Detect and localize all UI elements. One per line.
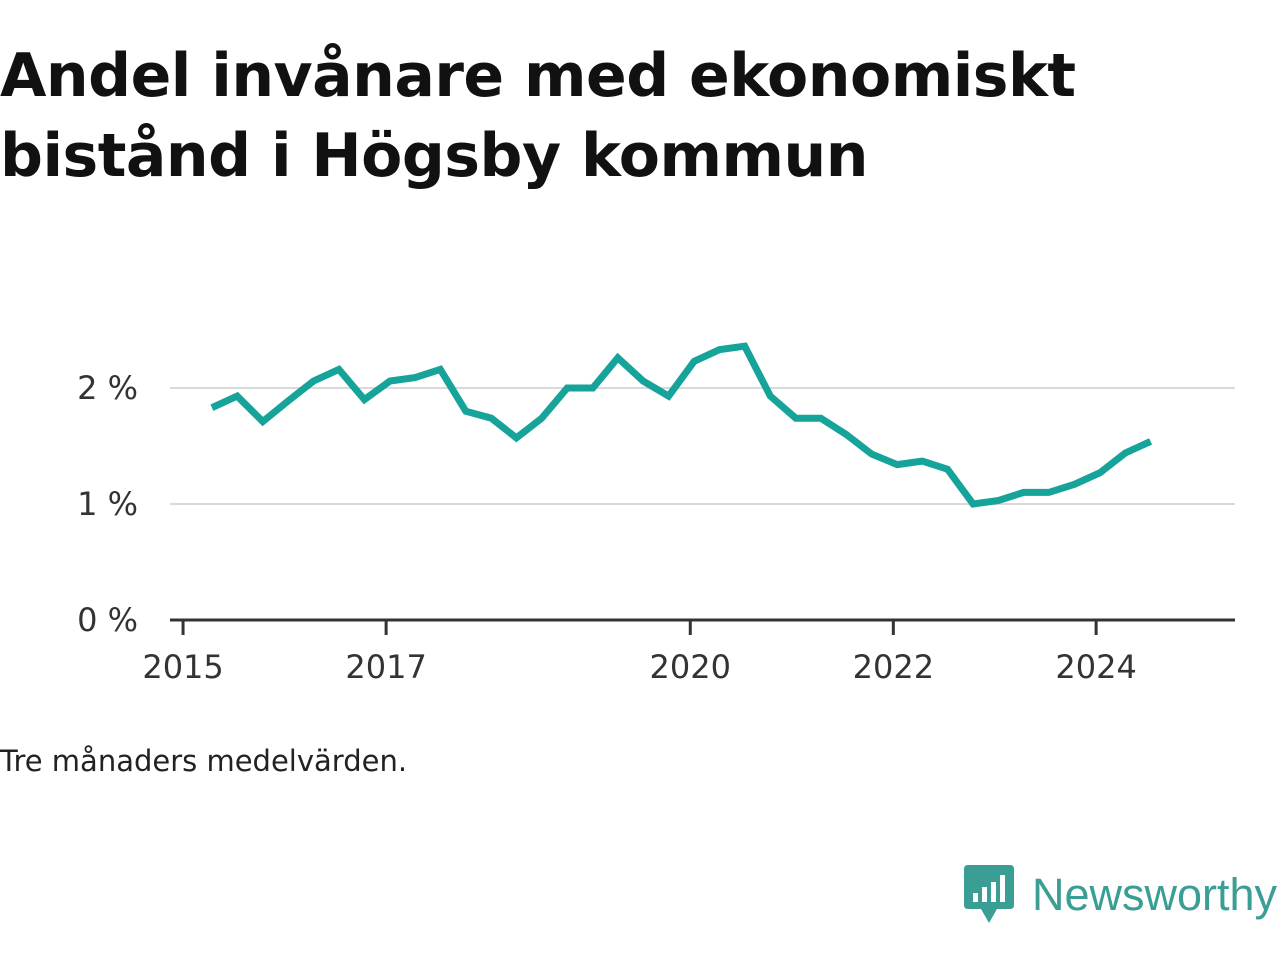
- y-tick-label: 0 %: [77, 601, 138, 639]
- chart-title: Andel invånare med ekonomiskt bistånd i …: [0, 41, 1076, 191]
- line-chart: 0 % 1 % 2 % 2015 2017 2020 2022 2024: [77, 342, 1235, 686]
- chart-footnote: Tre månaders medelvärden.: [0, 744, 408, 778]
- x-tick-label: 2022: [853, 648, 934, 686]
- newsworthy-logo: Newsworthy: [964, 862, 1277, 928]
- x-tick-label: 2017: [345, 648, 426, 686]
- x-tick-label: 2020: [650, 648, 731, 686]
- series-line: [210, 342, 1153, 508]
- newsworthy-logo-text: Newsworthy: [1032, 869, 1278, 920]
- x-tick-label: 2015: [142, 648, 223, 686]
- y-tick-label: 2 %: [77, 369, 138, 407]
- y-tick-label: 1 %: [77, 485, 138, 523]
- newsworthy-logo-icon: [964, 865, 1014, 923]
- x-tick-label: 2024: [1055, 648, 1136, 686]
